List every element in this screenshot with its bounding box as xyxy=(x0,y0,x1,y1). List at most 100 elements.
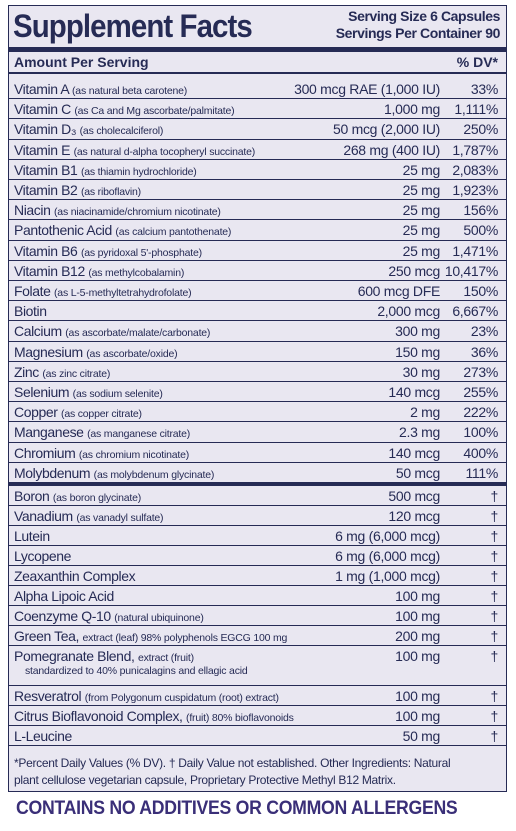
row: Lycopene 6 mg (6,000 mcg) † xyxy=(9,546,506,566)
ingredient-note: (as chromium nicotinate) xyxy=(78,448,190,461)
daily-value: 100% xyxy=(463,424,498,441)
amount: 150 mg xyxy=(395,343,440,360)
ingredient-note: (as zinc citrate) xyxy=(42,367,111,380)
ingredient-name: Calcium xyxy=(14,323,62,340)
ingredient-note: (as natural d-alpha tocopheryl succinate… xyxy=(73,145,256,158)
amount-header: Amount Per Serving xyxy=(14,54,149,70)
ingredient: Calcium (as ascorbate/malate/carbonate) xyxy=(14,323,210,339)
ingredient-name: Coenzyme Q-10 xyxy=(14,608,111,624)
ingredient-note: (as copper citrate) xyxy=(61,408,142,421)
amount: 25 mg xyxy=(402,222,441,239)
row: Zinc (as zinc citrate) 30 mg 273% xyxy=(9,362,506,382)
ingredient: Pantothenic Acid (as calcium pantothenat… xyxy=(14,222,231,238)
serving-size: Serving Size 6 Capsules xyxy=(348,8,500,24)
ingredient-note: (as molybdenum glycinate) xyxy=(93,468,215,481)
ingredient: Vitamin B12 (as methylcobalamin) xyxy=(14,263,184,279)
title: Supplement Facts xyxy=(13,8,253,44)
allergen-banner: CONTAINS NO ADDITIVES OR COMMON ALLERGEN… xyxy=(16,798,458,819)
ingredient: Vitamin A (as natural beta carotene) xyxy=(14,81,187,97)
ingredient: L-Leucine xyxy=(14,728,72,744)
ingredient: Folate (as L-5-methyltetrahydrofolate) xyxy=(14,283,192,299)
daily-value: 36% xyxy=(470,343,498,360)
ingredient-note: (as riboflavin) xyxy=(80,186,141,198)
ingredient-note: (as niacinamide/chromium nicotinate) xyxy=(54,206,221,219)
ingredient-name: Vitamin B6 xyxy=(14,242,78,259)
ingredient-note: (as ascorbate/oxide) xyxy=(86,347,178,360)
amount: 50 mcg (2,000 IU) xyxy=(333,121,440,138)
ingredient-name: Vitamin B1 xyxy=(14,161,78,178)
amount: 100 mg xyxy=(395,588,440,604)
amount: 50 mg xyxy=(402,728,441,744)
ingredient-name: Vitamin A xyxy=(14,81,69,97)
amount: 120 mcg xyxy=(388,508,440,524)
row: Manganese (as manganese citrate) 2.3 mg 10… xyxy=(9,422,506,443)
amount: 1 mg (1,000 mcg) xyxy=(335,568,440,584)
ingredient-note: (as natural beta carotene) xyxy=(72,85,188,97)
ingredient: Lutein xyxy=(14,528,50,544)
ingredient-name: Manganese xyxy=(14,424,84,441)
ingredient-note: (as L-5-methyltetrahydrofolate) xyxy=(54,287,192,299)
row: Coenzyme Q-10 (natural ubiquinone) 100 mg… xyxy=(9,606,506,626)
amount: 500 mcg xyxy=(388,488,440,504)
daily-value: † xyxy=(490,688,499,704)
dv-header: % DV* xyxy=(456,54,498,70)
servings-per-container: Servings Per Container 90 xyxy=(335,25,501,41)
ingredient: Vitamin B2 (as riboflavin) xyxy=(14,182,141,198)
ingredient-note: standardized to 40% punicalagins and ell… xyxy=(25,665,248,677)
ingredient: Vitamin B6 (as pyridoxal 5'-phosphate) xyxy=(14,243,202,259)
row: Vitamin B12 (as methylcobalamin) 250 mcg 1… xyxy=(9,261,506,281)
ingredient-note: extract (fruit) xyxy=(137,652,194,664)
ingredient: Selenium (as sodium selenite) xyxy=(14,384,163,400)
ingredient-name: Lycopene xyxy=(14,548,71,564)
row: Alpha Lipoic Acid 100 mg † xyxy=(9,586,506,606)
amount: 50 mcg xyxy=(395,464,440,481)
ingredient-note: (as calcium pantothenate) xyxy=(115,226,232,239)
ingredient-name: Selenium xyxy=(14,384,70,400)
amount: 2,000 mcg xyxy=(377,303,440,320)
ingredient-note: (as manganese citrate) xyxy=(87,428,191,441)
daily-value: † xyxy=(490,548,499,564)
ingredient-name: Pantothenic Acid xyxy=(14,222,112,239)
ingredient-note: (as pyridoxal 5'-phosphate) xyxy=(80,246,202,259)
row: Folate (as L-5-methyltetrahydrofolate) 60… xyxy=(9,281,506,302)
ingredient-note: (as Ca and Mg ascorbate/palmitate) xyxy=(74,105,235,118)
ingredient: Coenzyme Q-10 (natural ubiquinone) xyxy=(14,608,204,624)
daily-value: 33% xyxy=(470,81,498,97)
ingredient-name: Green Tea, xyxy=(14,628,80,644)
daily-value: 250% xyxy=(463,121,498,138)
ingredient-note: (as cholecalciferol) xyxy=(79,125,164,138)
row: Copper (as copper citrate) 2 mg 222% xyxy=(9,402,506,423)
ingredient-note: extract (leaf) 98% polyphenols EGCG 100 … xyxy=(82,632,288,644)
ingredient: Niacin (as niacinamide/chromium nicotina… xyxy=(14,202,221,218)
ingredient-name: Copper xyxy=(14,404,58,421)
ingredient-note: (as sodium selenite) xyxy=(72,388,163,400)
daily-value: 156% xyxy=(463,202,498,219)
daily-value: 222% xyxy=(463,404,498,421)
daily-value: 1,471% xyxy=(452,242,498,259)
amount: 300 mg xyxy=(395,323,440,340)
footnote-line: *Percent Daily Values (% DV). † Daily Va… xyxy=(14,756,451,770)
row: Vitamin B2 (as riboflavin) 25 mg 1,923% xyxy=(9,180,506,201)
ingredient: Manganese (as manganese citrate) xyxy=(14,424,190,440)
ingredient: Chromium (as chromium nicotinate) xyxy=(14,445,189,461)
daily-value: † xyxy=(490,508,499,524)
ingredient: Resveratrol (from Polygonum cuspidatum (… xyxy=(14,688,279,704)
daily-value: 1,923% xyxy=(452,182,498,198)
row: Molybdenum (as molybdenum glycinate) 50 m… xyxy=(9,463,506,483)
daily-value: † xyxy=(490,528,499,544)
amount: 300 mcg RAE (1,000 IU) xyxy=(294,81,440,97)
amount: 100 mg xyxy=(395,608,440,624)
ingredient: Copper (as copper citrate) xyxy=(14,404,142,420)
ingredient: Zeaxanthin Complex xyxy=(14,568,136,584)
row: Pomegranate Blend, extract (fruit) standa… xyxy=(9,646,506,686)
amount: 25 mg xyxy=(402,161,441,178)
amount: 2 mg xyxy=(410,404,440,421)
amount: 268 mg (400 IU) xyxy=(343,141,440,158)
amount: 25 mg xyxy=(402,202,441,219)
ingredient-name: Vitamin E xyxy=(14,141,71,158)
daily-value: 10,417% xyxy=(444,262,498,279)
ingredient: Vitamin E (as natural d-alpha tocopheryl… xyxy=(14,142,255,158)
daily-value: 23% xyxy=(470,323,498,340)
amount: 6 mg (6,000 mcg) xyxy=(335,548,440,564)
